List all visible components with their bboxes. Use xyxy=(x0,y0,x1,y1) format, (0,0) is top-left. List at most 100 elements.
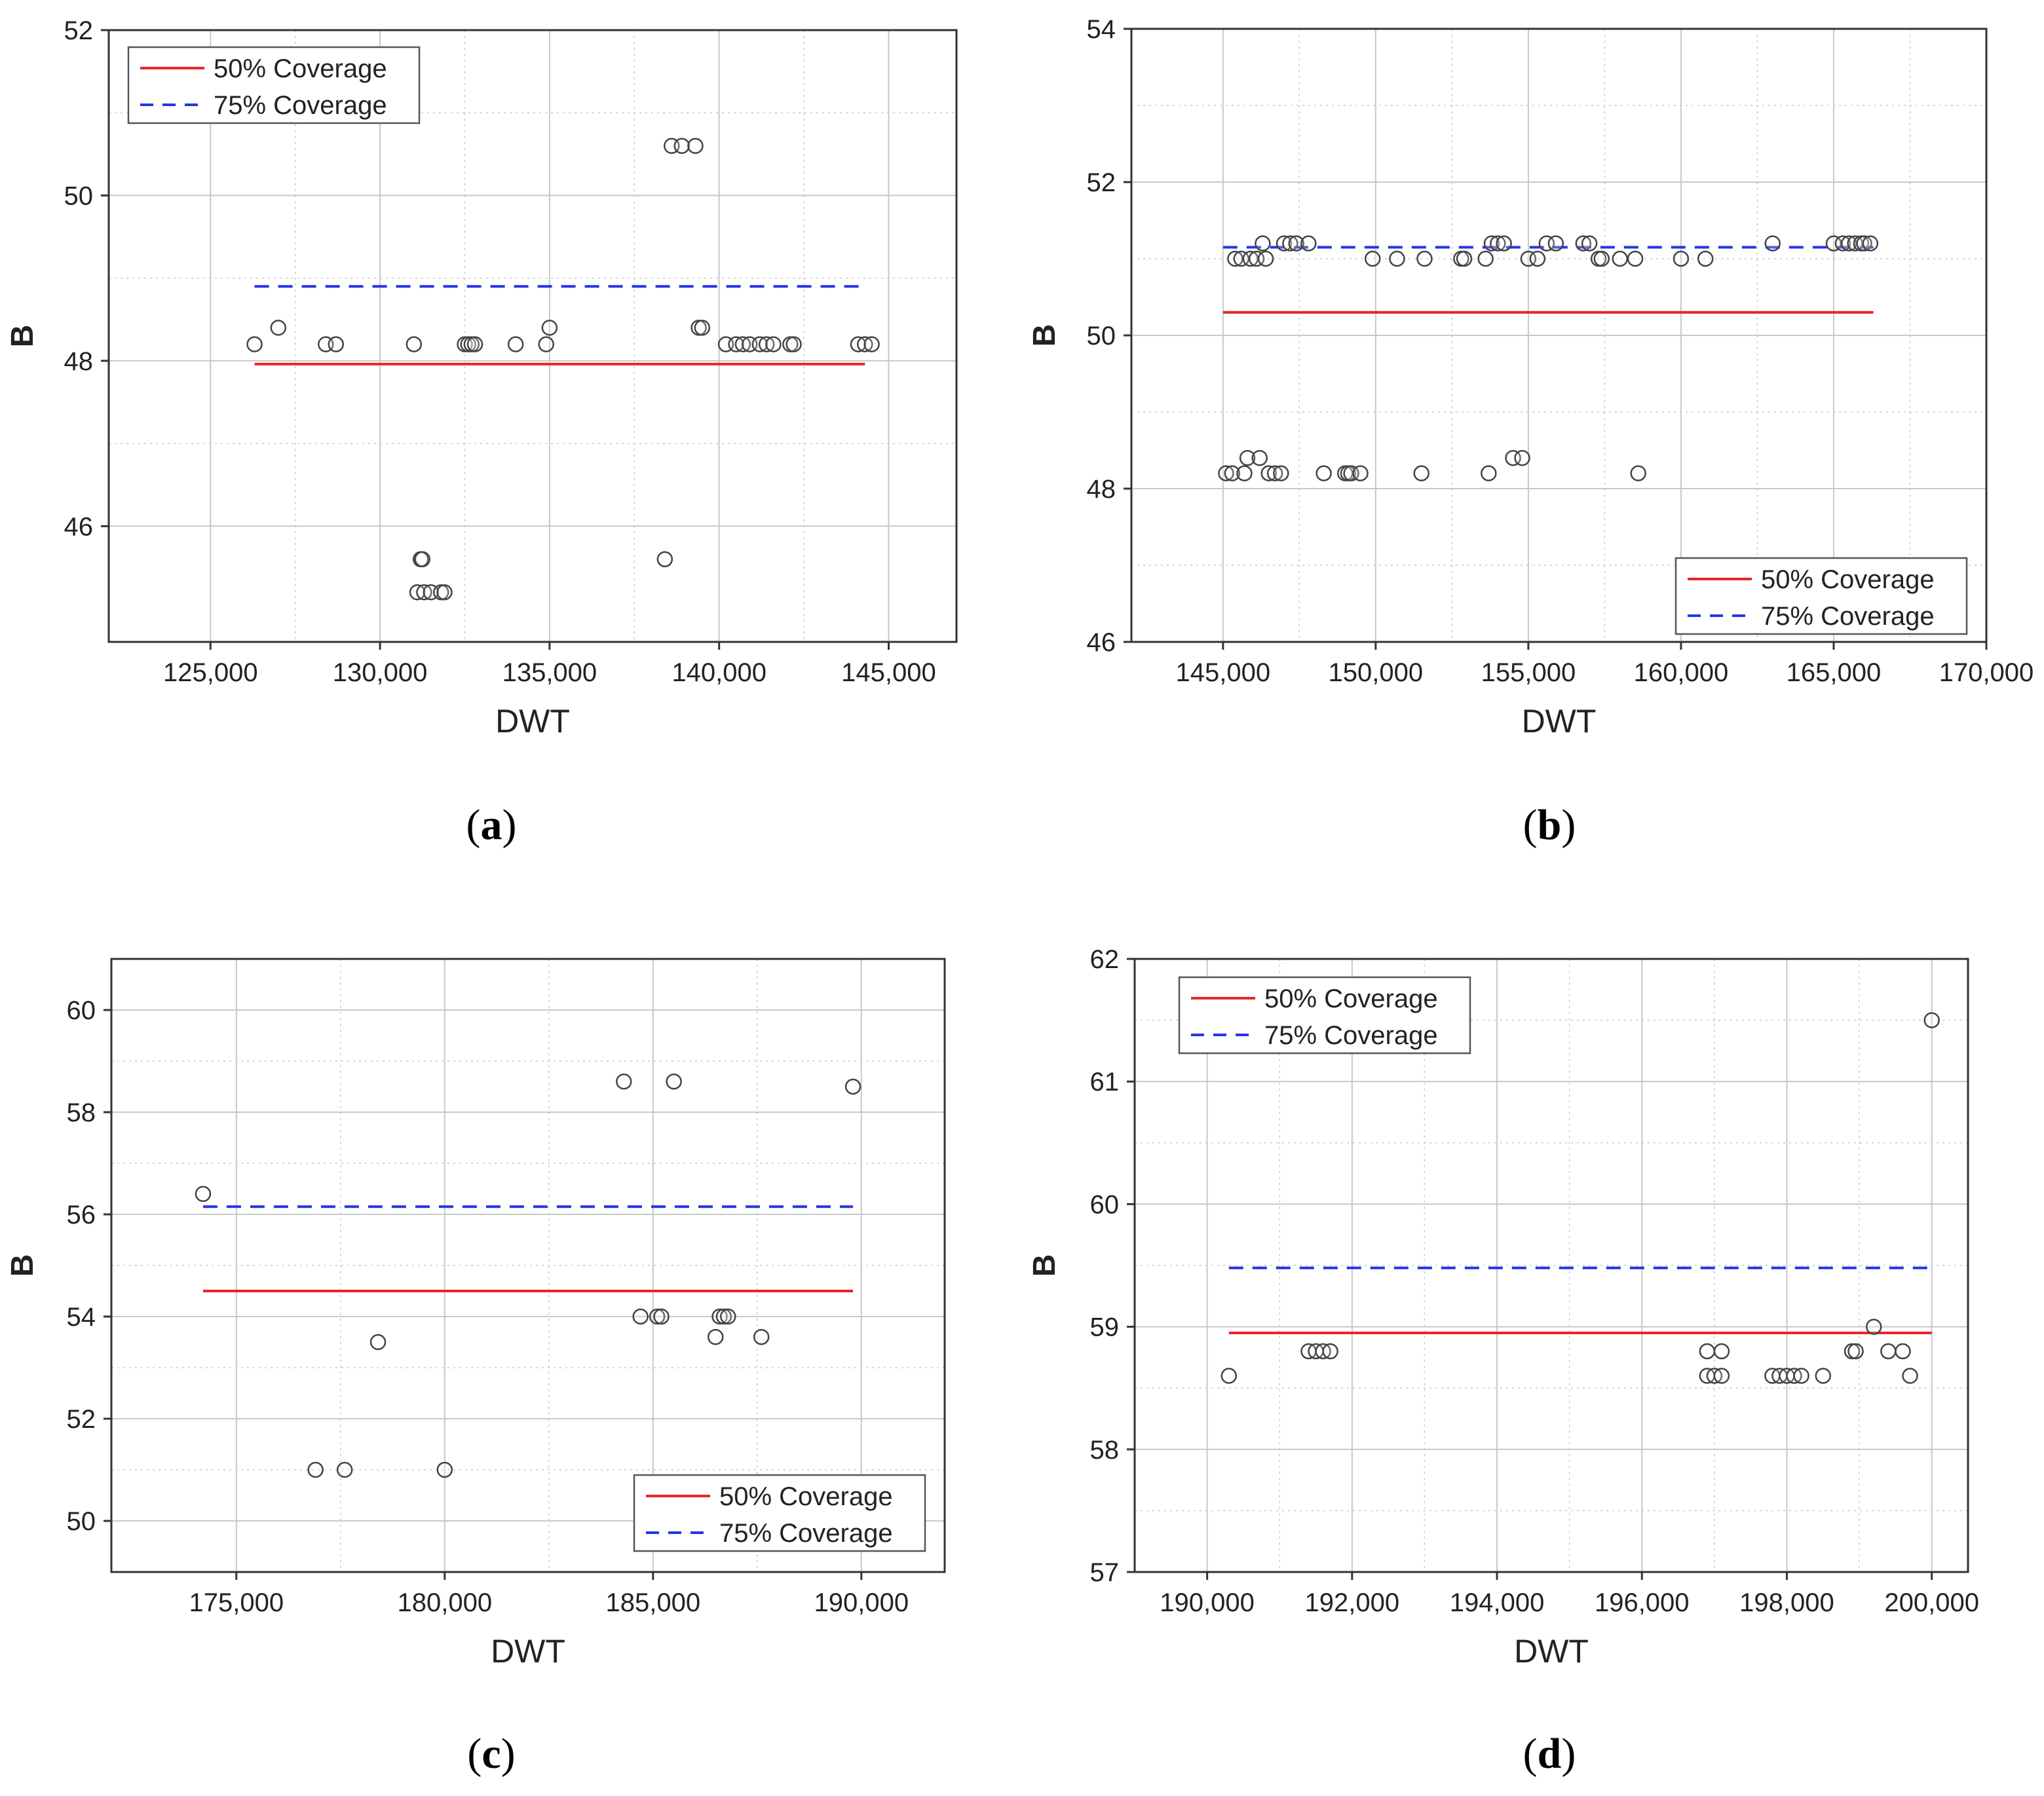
x-tick-label: 150,000 xyxy=(1329,658,1424,687)
tick-labels: 145,000 150,000 155,000 160,000 165,000 170,0… xyxy=(1087,15,2034,687)
y-axis-title: B xyxy=(5,1254,40,1277)
data-point xyxy=(1895,1343,1911,1360)
x-tick-label: 135,000 xyxy=(502,658,597,687)
caption-a: (a) xyxy=(466,801,517,849)
x-tick-label: 165,000 xyxy=(1787,658,1882,687)
data-point xyxy=(369,1334,387,1351)
data-point xyxy=(1288,235,1304,252)
data-point xyxy=(1844,1343,1861,1360)
legend-50-label: 50% Coverage xyxy=(719,1482,893,1511)
y-tick-label: 50 xyxy=(67,1507,96,1536)
data-point xyxy=(1483,235,1500,252)
x-tick-label: 175,000 xyxy=(189,1588,284,1617)
data-point xyxy=(336,1461,353,1478)
data-point xyxy=(632,1308,649,1325)
x-tick-label: 145,000 xyxy=(841,658,936,687)
data-point xyxy=(1300,235,1317,252)
data-point xyxy=(1236,465,1253,481)
chart-c: 175,000 180,000 185,000 190,000 50 52 54 56 58 60… xyxy=(5,958,946,1670)
data-point xyxy=(1529,250,1546,267)
data-point xyxy=(1923,1012,1940,1028)
legend-box xyxy=(127,46,421,124)
data-point xyxy=(844,1078,861,1095)
data-point xyxy=(406,336,423,352)
data-point xyxy=(1257,250,1274,267)
chart-panel-a: 125,000 130,000 135,000 140,000 145,000 46 48 5… xyxy=(0,0,1022,773)
caption-d: (d) xyxy=(1523,1730,1576,1778)
data-point xyxy=(436,1461,453,1478)
data-point xyxy=(1902,1368,1918,1384)
x-tick-label: 170,000 xyxy=(1939,658,2034,687)
legend-75-label: 75% Coverage xyxy=(719,1519,893,1548)
y-tick-label: 52 xyxy=(64,16,94,45)
legend-box xyxy=(1178,976,1471,1055)
data-point xyxy=(687,138,704,154)
legend-50-label: 50% Coverage xyxy=(214,54,387,83)
data-point xyxy=(666,1073,682,1090)
caption-b: (b) xyxy=(1523,801,1576,849)
data-point xyxy=(1514,449,1530,466)
data-point xyxy=(1581,235,1598,252)
data-point xyxy=(1713,1368,1730,1384)
data-point xyxy=(1630,465,1646,481)
data-point xyxy=(1456,250,1473,267)
y-tick-label: 62 xyxy=(1090,945,1120,974)
data-point xyxy=(1764,235,1781,252)
data-point xyxy=(1793,1368,1809,1384)
grid xyxy=(1131,28,1987,643)
y-tick-label: 60 xyxy=(67,996,96,1025)
legend-box xyxy=(1675,557,1968,635)
chart-panel-c: 175,000 180,000 185,000 190,000 50 52 54 56 58 60… xyxy=(0,930,1022,1703)
data-point xyxy=(1575,235,1592,252)
data-point xyxy=(1389,250,1405,267)
data-point xyxy=(1865,1319,1882,1335)
x-tick-label: 190,000 xyxy=(1160,1588,1255,1617)
data-point xyxy=(1239,449,1256,466)
data-point xyxy=(507,336,524,352)
legend-box xyxy=(633,1474,926,1552)
data-point xyxy=(1221,1368,1238,1384)
data-point xyxy=(414,551,431,568)
data-point xyxy=(270,320,287,336)
chart-panel-d: 190,000 192,000 194,000 196,000 198,000 200,0… xyxy=(1022,930,2044,1703)
data-point xyxy=(1815,1368,1832,1384)
y-tick-label: 52 xyxy=(67,1405,96,1434)
y-tick-label: 58 xyxy=(67,1098,96,1127)
legend-50-label: 50% Coverage xyxy=(1264,984,1438,1013)
data-point xyxy=(1496,235,1512,252)
y-axis-title: B xyxy=(1027,324,1062,347)
y-tick-label: 54 xyxy=(1087,15,1116,44)
x-tick-label: 160,000 xyxy=(1634,658,1729,687)
legend-75-label: 75% Coverage xyxy=(1761,602,1935,631)
data-point xyxy=(1218,465,1234,481)
y-tick-label: 59 xyxy=(1090,1313,1120,1342)
y-tick-label: 60 xyxy=(1090,1190,1120,1219)
data-point xyxy=(541,320,558,336)
data-point xyxy=(1260,465,1277,481)
data-point xyxy=(1856,235,1872,252)
data-point xyxy=(1251,449,1268,466)
data-point xyxy=(1834,235,1851,252)
chart-a: 125,000 130,000 135,000 140,000 145,000 46 48 5… xyxy=(5,16,958,739)
data-point xyxy=(711,1308,728,1325)
data-point xyxy=(1227,250,1243,267)
data-point xyxy=(1255,235,1271,252)
data-point xyxy=(1627,250,1644,267)
chart-d: 190,000 192,000 194,000 196,000 198,000 200,0… xyxy=(1027,945,1979,1670)
tick-labels: 175,000 180,000 185,000 190,000 50 52 54 56 58 60 xyxy=(67,996,909,1617)
x-tick-label: 145,000 xyxy=(1176,658,1271,687)
y-tick-label: 56 xyxy=(67,1201,96,1229)
tick-labels: 125,000 130,000 135,000 140,000 145,000 46 48 5… xyxy=(64,16,936,687)
data-point xyxy=(673,138,690,154)
data-point xyxy=(1547,235,1564,252)
data-points xyxy=(195,1073,861,1478)
y-tick-label: 46 xyxy=(64,512,94,541)
legend: 50% Coverage 75% Coverage xyxy=(1178,976,1471,1055)
data-point xyxy=(715,1308,732,1325)
y-tick-label: 54 xyxy=(67,1303,96,1332)
legend-75-label: 75% Coverage xyxy=(214,91,387,120)
data-point xyxy=(1352,465,1369,481)
data-point xyxy=(1315,465,1332,481)
data-point xyxy=(1880,1343,1897,1360)
data-point xyxy=(1841,235,1857,252)
